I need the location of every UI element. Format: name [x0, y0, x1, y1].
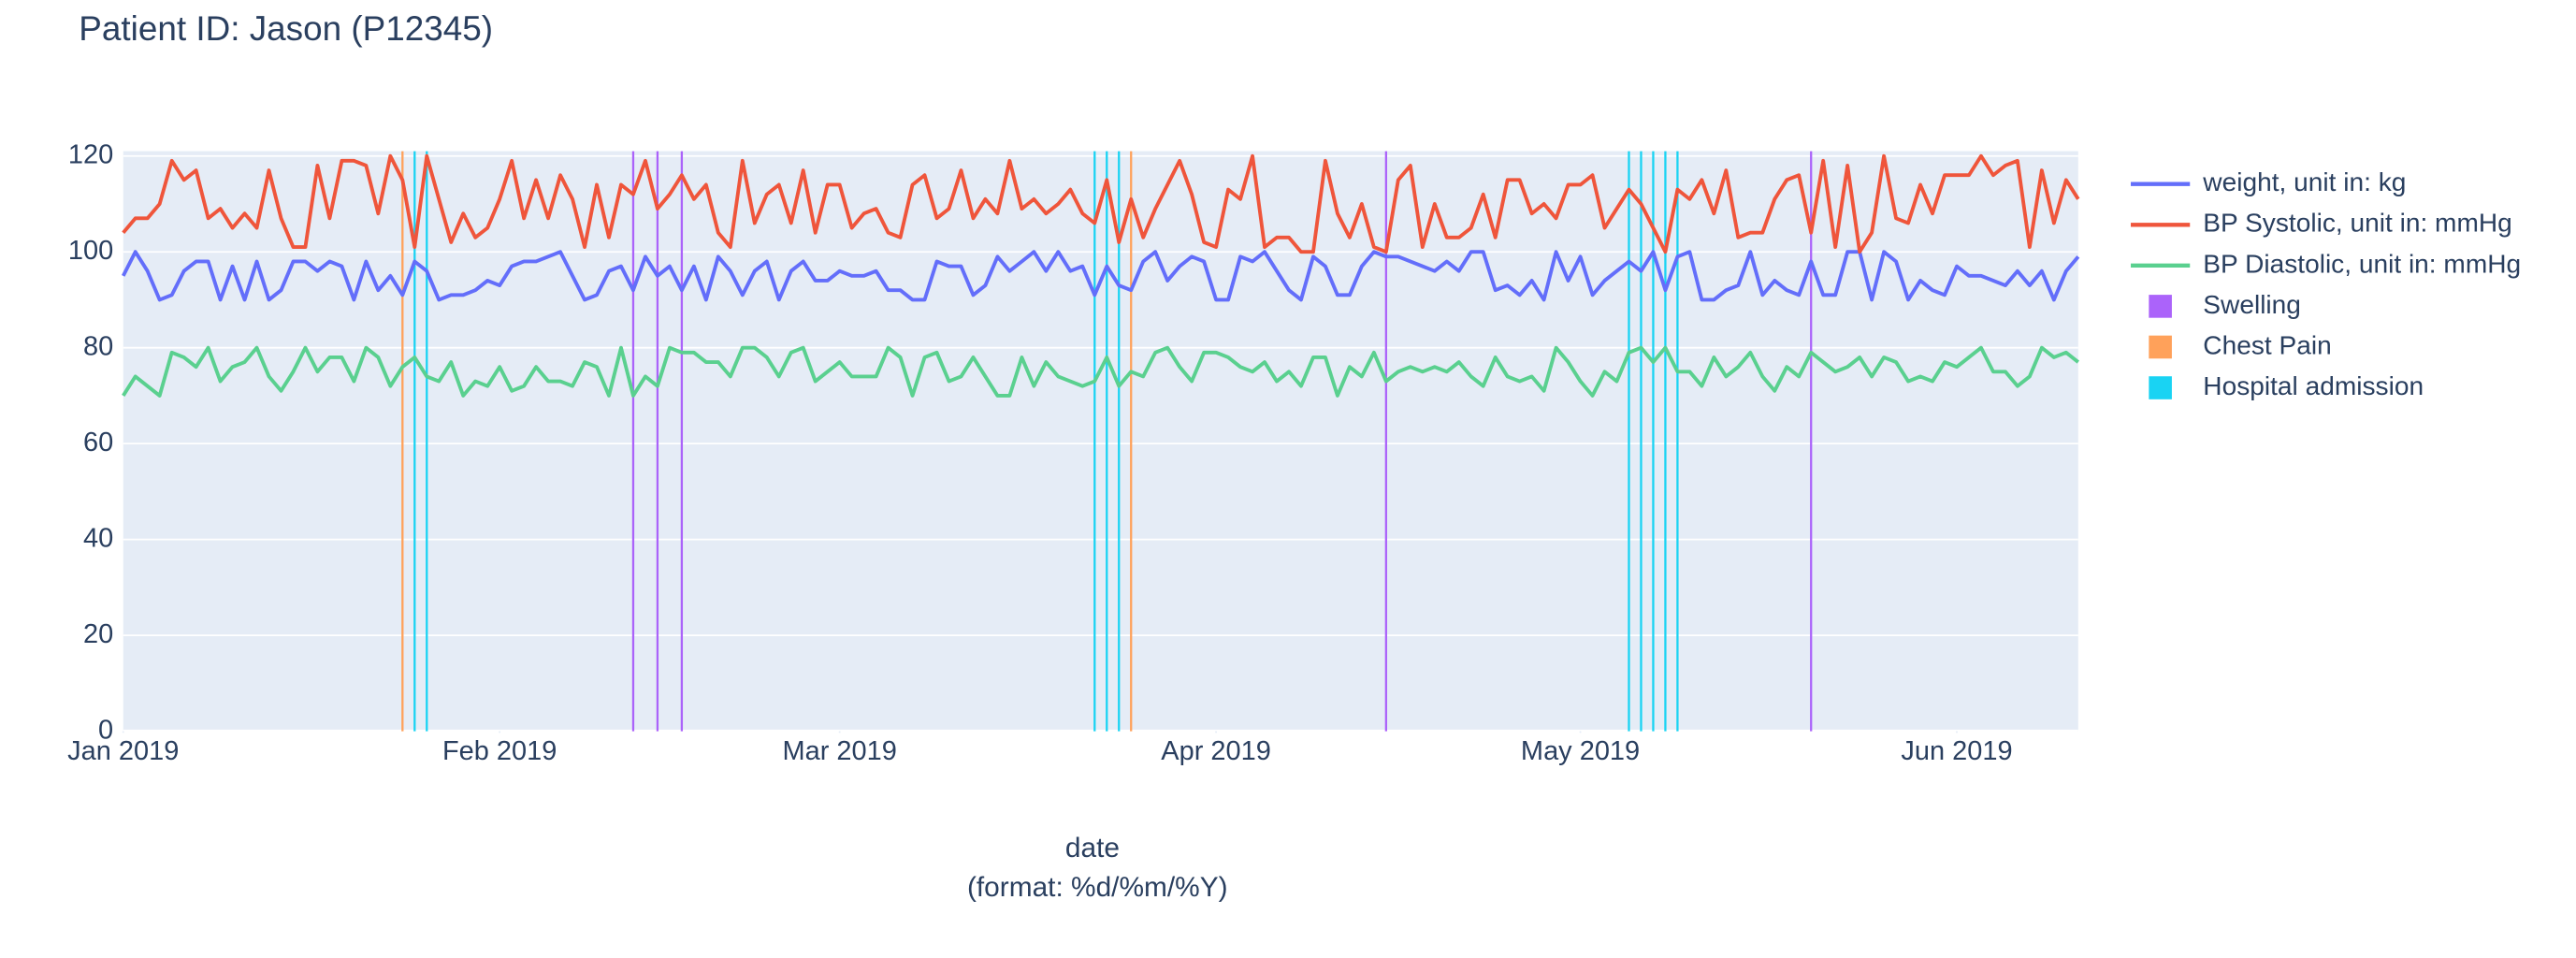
x-tick-label: Feb 2019 — [442, 736, 557, 766]
legend-label: BP Systolic, unit in: mmHg — [2203, 209, 2511, 238]
legend-swatch — [2149, 376, 2172, 399]
chart-title: Patient ID: Jason (P12345) — [79, 9, 493, 48]
x-axis-title: date — [1065, 833, 1120, 864]
y-tick-label: 80 — [83, 331, 113, 361]
legend-label: Chest Pain — [2203, 330, 2331, 359]
x-tick-label: Jan 2019 — [67, 736, 179, 766]
legend-label: BP Diastolic, unit in: mmHg — [2203, 249, 2521, 278]
legend-swatch — [2149, 295, 2172, 318]
legend-swatch — [2149, 335, 2172, 359]
x-tick-label: Mar 2019 — [782, 736, 896, 766]
y-tick-label: 20 — [83, 619, 113, 649]
y-tick-label: 60 — [83, 428, 113, 457]
series-line — [122, 250, 2080, 302]
y-tick-label: 0 — [98, 715, 113, 745]
x-tick-label: May 2019 — [1521, 736, 1640, 766]
series-line — [122, 345, 2080, 398]
series-line — [122, 153, 2080, 254]
x-tick-label: Jun 2019 — [1901, 736, 2012, 766]
x-axis-subtitle: (format: %d/%m/%Y) — [967, 872, 1228, 903]
x-tick-label: Apr 2019 — [1161, 736, 1271, 766]
y-tick-label: 40 — [83, 523, 113, 553]
legend-label: Swelling — [2203, 290, 2301, 319]
legend-label: weight, unit in: kg — [2202, 167, 2406, 196]
legend-label: Hospital admission — [2203, 371, 2424, 400]
y-tick-label: 120 — [68, 139, 113, 169]
y-tick-label: 100 — [68, 236, 113, 266]
